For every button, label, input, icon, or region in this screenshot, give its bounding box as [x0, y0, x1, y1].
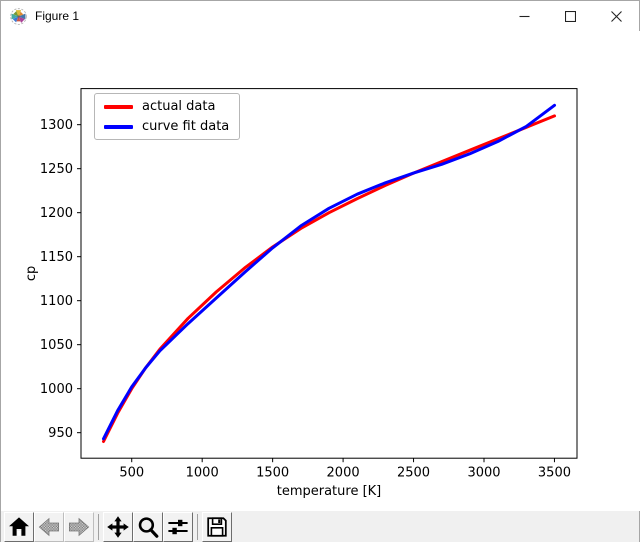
zoom-magnifier-icon — [138, 517, 159, 538]
legend-entry-curve-fit-data: curve fit data — [104, 119, 229, 134]
figure-canvas[interactable]: 500 1000 1500 2000 2500 3000 3500 950 1000 1050 1… — [1, 31, 640, 511]
toolbar-separator — [197, 514, 198, 540]
close-button[interactable] — [593, 1, 639, 31]
x-tick-label: 1500 — [256, 466, 289, 481]
save-floppy-icon — [207, 517, 227, 537]
curve-actual-data — [102, 114, 556, 443]
legend: actual data curve fit data — [94, 93, 241, 140]
toolbar-separator — [98, 514, 99, 540]
y-tick-label: 1250 — [40, 162, 73, 177]
close-icon — [610, 10, 622, 22]
x-tick-label: 1000 — [186, 466, 219, 481]
configure-subplots-button[interactable] — [163, 512, 193, 542]
x-tick-label: 2000 — [327, 466, 360, 481]
home-icon — [9, 517, 29, 536]
x-tick-label: 3500 — [538, 466, 571, 481]
pan-arrows-icon — [107, 516, 129, 538]
curve-curve-fit-data — [102, 103, 556, 441]
matplotlib-toolbar — [1, 511, 639, 542]
window-title: Figure 1 — [35, 9, 80, 23]
y-tick-label: 950 — [48, 426, 73, 441]
y-tick-label: 1300 — [40, 118, 73, 133]
y-tick-label: 1000 — [40, 382, 73, 397]
minimize-button[interactable] — [501, 1, 547, 31]
y-tick-label: 1050 — [40, 338, 73, 353]
back-arrow-icon — [38, 517, 59, 537]
axes-spines — [80, 88, 578, 459]
legend-entry-actual-data: actual data — [104, 99, 229, 114]
save-button[interactable] — [202, 512, 232, 542]
zoom-button[interactable] — [133, 512, 163, 542]
back-button[interactable] — [34, 512, 64, 542]
matplotlib-logo-icon — [10, 7, 27, 25]
title-bar[interactable]: Figure 1 — [1, 1, 639, 31]
legend-label: curve fit data — [142, 119, 230, 134]
forward-button[interactable] — [64, 512, 94, 542]
home-button[interactable] — [4, 512, 34, 542]
maximize-button[interactable] — [547, 1, 593, 31]
x-axis-label: temperature [K] — [277, 484, 382, 499]
forward-arrow-icon — [69, 517, 90, 537]
x-tick-label: 3000 — [467, 466, 500, 481]
legend-line-red — [104, 104, 133, 109]
plot-area: 500 1000 1500 2000 2500 3000 3500 950 1000 1050 1… — [24, 88, 578, 499]
minimize-icon — [519, 15, 529, 17]
y-axis-label: cp — [24, 266, 39, 281]
y-tick-label: 1100 — [40, 294, 73, 309]
legend-line-blue — [104, 124, 133, 129]
x-tick-label: 500 — [119, 466, 144, 481]
y-tick-label: 1150 — [40, 250, 73, 265]
legend-label: actual data — [142, 99, 216, 114]
y-axis-ticks: 950 1000 1050 1100 1150 1200 1250 1300 — [40, 118, 81, 441]
curve-group — [102, 103, 556, 443]
x-tick-label: 2500 — [397, 466, 430, 481]
pan-button[interactable] — [103, 512, 133, 542]
x-axis-ticks: 500 1000 1500 2000 2500 3000 3500 — [119, 458, 571, 481]
sliders-icon — [168, 519, 188, 535]
y-tick-label: 1200 — [40, 206, 73, 221]
maximize-icon — [564, 10, 576, 22]
